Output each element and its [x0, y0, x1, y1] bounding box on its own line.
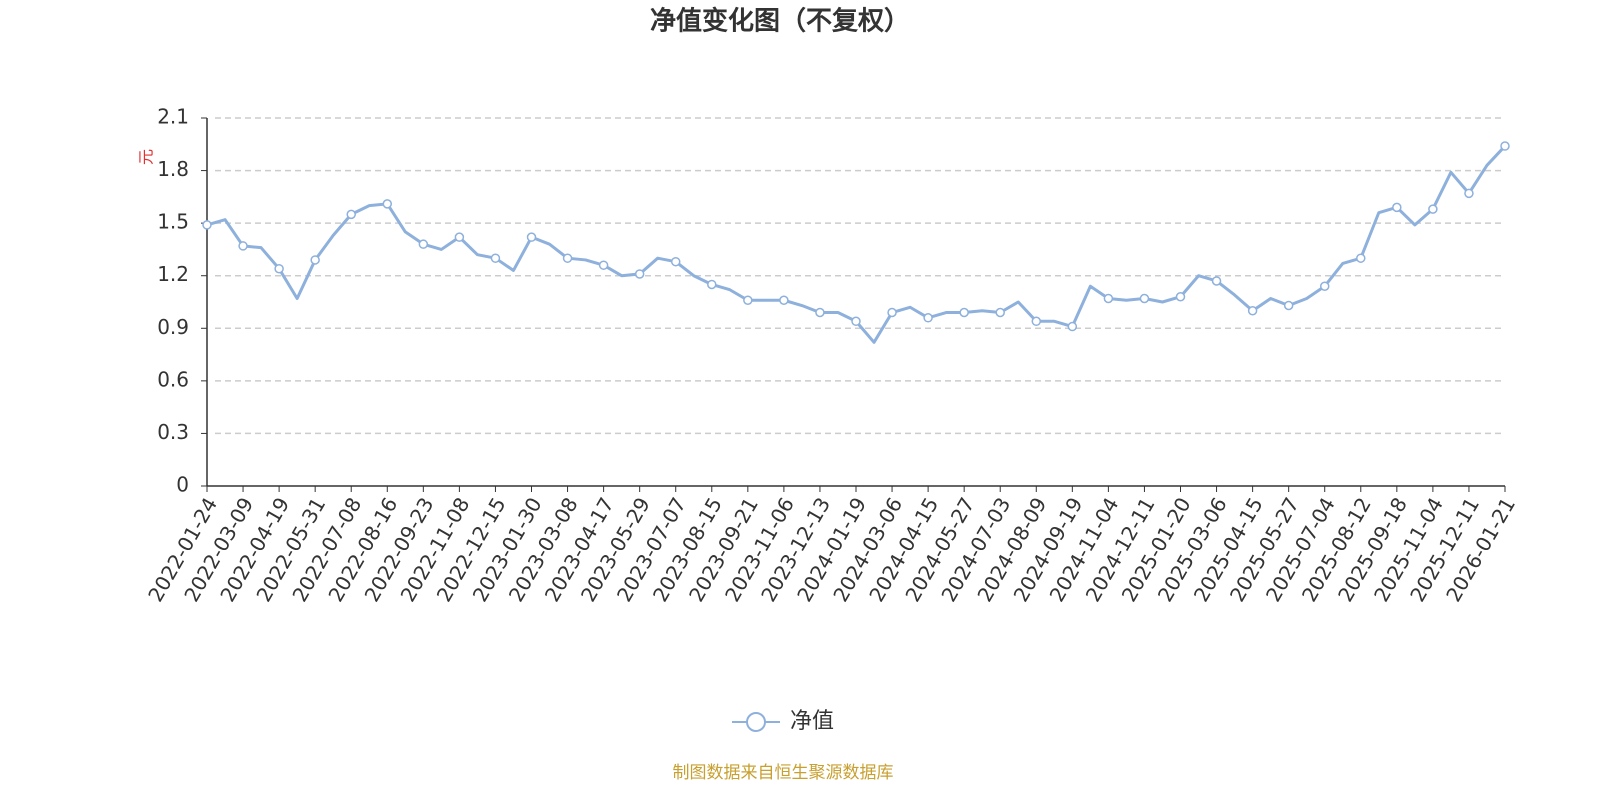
point: [779, 295, 789, 305]
legend-marker: [746, 712, 766, 732]
point: [1428, 204, 1438, 214]
y-axis-label: 元: [137, 149, 156, 165]
point: [923, 313, 933, 323]
point: [274, 263, 284, 274]
point: [815, 307, 825, 318]
point: [346, 209, 356, 220]
y-tick-label: 1.5: [157, 210, 189, 234]
point: [1356, 253, 1366, 263]
point: [238, 241, 248, 251]
source-note: 制图数据来自恒生聚源数据库: [673, 763, 894, 783]
point: [562, 253, 573, 263]
point: [202, 220, 212, 230]
point: [1500, 141, 1510, 151]
point: [1319, 281, 1330, 291]
point: [1139, 293, 1150, 304]
point: [382, 199, 393, 209]
y-tick-label: 0.9: [157, 315, 189, 339]
point: [310, 255, 320, 265]
point: [670, 256, 681, 267]
y-tick-label: 0.3: [157, 420, 189, 444]
y-tick-label: 1.2: [157, 262, 189, 286]
y-tick-label: 2.1: [157, 105, 189, 129]
point: [1247, 306, 1258, 316]
point: [1175, 291, 1186, 302]
point: [1067, 321, 1078, 332]
point: [490, 253, 501, 263]
legend-label: 净值: [790, 709, 834, 734]
point: [634, 269, 645, 279]
point: [995, 307, 1005, 318]
point: [851, 316, 861, 327]
point: [959, 307, 969, 318]
y-tick-label: 1.8: [157, 157, 189, 181]
point: [743, 295, 753, 305]
y-tick-label: 0: [176, 473, 189, 497]
point: [1392, 202, 1402, 213]
point: [454, 232, 465, 242]
point: [1283, 300, 1294, 311]
point: [418, 239, 429, 249]
point: [1464, 188, 1474, 199]
point: [1103, 293, 1114, 304]
point: [887, 307, 897, 318]
point: [598, 260, 609, 270]
y-tick-label: 0.6: [157, 367, 189, 391]
line: [206, 145, 1507, 344]
point: [526, 232, 537, 242]
point: [1031, 316, 1042, 327]
point: [707, 279, 717, 290]
chart-title: 净值变化图（不复权）: [650, 6, 910, 37]
point: [1211, 276, 1222, 286]
